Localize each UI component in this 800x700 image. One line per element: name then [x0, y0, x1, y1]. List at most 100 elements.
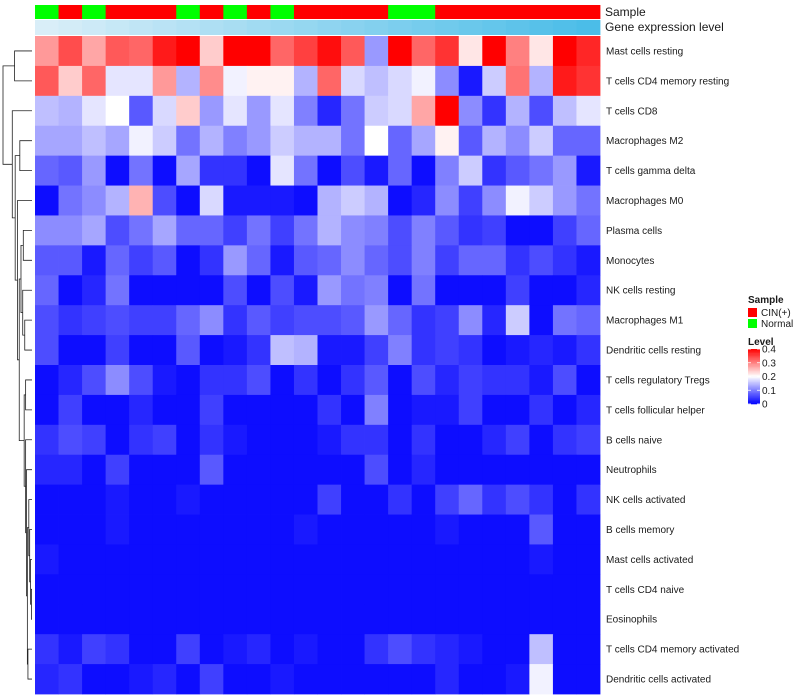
heatmap-cell-t-cells-cd4-memory-resting-10 — [246, 65, 271, 97]
heatmap-cell-mast-cells-resting-23 — [552, 36, 577, 67]
heatmap-cell-macrophages-m0-11 — [270, 185, 295, 216]
sample-track-cell-21 — [505, 5, 530, 19]
heatmap-cell-nk-cells-resting-3 — [82, 275, 107, 306]
heatmap-cell-t-cells-cd4-memory-resting-1 — [35, 65, 59, 97]
heatmap-cell-dendritic-cells-resting-11 — [270, 335, 295, 366]
heatmap-cell-t-cells-cd4-memory-activated-2 — [58, 634, 83, 665]
heatmap-cell-t-cells-follicular-helper-13 — [317, 394, 342, 426]
heatmap-cell-neutrophils-11 — [270, 454, 295, 486]
heatmap-cell-t-cells-gamma-delta-9 — [223, 155, 248, 186]
heatmap-cell-monocytes-14 — [341, 245, 365, 276]
heatmap-cell-t-cells-cd8-5 — [129, 95, 154, 127]
heatmap-cell-mast-cells-activated-1 — [35, 544, 59, 575]
heatmap-cell-mast-cells-activated-11 — [270, 544, 295, 575]
heatmap-cell-t-cells-cd4-naive-13 — [317, 574, 342, 605]
heatmap-cell-eosinophils-11 — [270, 604, 295, 635]
heatmap-cell-mast-cells-resting-16 — [388, 36, 413, 67]
heatmap-cell-t-cells-follicular-helper-5 — [129, 394, 154, 426]
heatmap-cell-t-cells-cd4-memory-activated-19 — [458, 634, 483, 665]
heatmap-cell-t-cells-gamma-delta-10 — [246, 155, 271, 186]
expression-level-track-cell-22 — [529, 20, 554, 35]
heatmap-cell-b-cells-memory-13 — [317, 514, 342, 545]
legend-level-bar-step-20 — [748, 375, 760, 377]
heatmap-cell-nk-cells-resting-20 — [482, 275, 507, 306]
heatmap-cell-plasma-cells-22 — [529, 215, 554, 246]
row-label-dendritic-cells-activated: Dendritic cells activated — [606, 675, 711, 686]
heatmap-cell-t-cells-cd4-memory-resting-21 — [505, 65, 530, 97]
heatmap-cell-t-cells-cd4-memory-activated-17 — [411, 634, 436, 665]
expression-level-track-cell-9 — [223, 20, 248, 35]
heatmap-cell-t-cells-cd4-memory-resting-12 — [293, 65, 318, 97]
heatmap-cell-nk-cells-resting-14 — [341, 275, 365, 306]
heatmap-cell-t-cells-regulatory-tregs-21 — [505, 365, 530, 396]
heatmap-cell-t-cells-regulatory-tregs-22 — [529, 365, 554, 396]
heatmap-cell-monocytes-24 — [576, 245, 601, 276]
heatmap-cell-t-cells-gamma-delta-8 — [199, 155, 224, 186]
heatmap-cell-dendritic-cells-activated-3 — [82, 664, 107, 695]
heatmap-cell-t-cells-follicular-helper-9 — [223, 394, 248, 426]
heatmap-cell-nk-cells-resting-13 — [317, 275, 342, 306]
sample-track-cell-19 — [458, 5, 483, 19]
heatmap-cell-b-cells-naive-22 — [529, 424, 554, 456]
legend-level-tick-label-4: 0.1 — [762, 386, 776, 397]
sample-track-cell-12 — [293, 5, 318, 19]
heatmap-cell-macrophages-m2-9 — [223, 125, 248, 157]
heatmap-cell-macrophages-m0-3 — [82, 185, 107, 216]
heatmap-cell-nk-cells-resting-7 — [176, 275, 201, 306]
row-label-mast-cells-activated: Mast cells activated — [606, 555, 693, 566]
heatmap-cell-neutrophils-14 — [341, 454, 365, 486]
heatmap-cell-eosinophils-4 — [105, 604, 130, 635]
heatmap-cell-monocytes-1 — [35, 245, 59, 276]
heatmap-cell-macrophages-m1-6 — [152, 305, 177, 336]
legend-level-tick-label-2: 0.3 — [762, 358, 776, 369]
legend-level-bar-step-18 — [748, 372, 760, 375]
heatmap-cell-macrophages-m2-17 — [411, 125, 436, 157]
heatmap-cell-plasma-cells-4 — [105, 215, 130, 246]
legend-level-bar-step-15 — [748, 368, 760, 370]
heatmap-cell-t-cells-gamma-delta-5 — [129, 155, 154, 186]
heatmap-cell-t-cells-cd8-4 — [105, 95, 130, 127]
heatmap-cell-mast-cells-activated-14 — [341, 544, 365, 575]
heatmap-cell-nk-cells-activated-19 — [458, 484, 483, 515]
heatmap-cell-t-cells-follicular-helper-24 — [576, 394, 601, 426]
heatmap-cell-b-cells-naive-21 — [505, 424, 530, 456]
heatmap-cell-monocytes-13 — [317, 245, 342, 276]
heatmap-cell-macrophages-m2-7 — [176, 125, 201, 157]
heatmap-cell-nk-cells-activated-13 — [317, 484, 342, 515]
heatmap-cell-macrophages-m2-11 — [270, 125, 295, 157]
heatmap-cell-nk-cells-activated-9 — [223, 484, 248, 515]
heatmap-cell-b-cells-naive-2 — [58, 424, 83, 456]
legend-label-normal: Normal — [761, 319, 793, 330]
heatmap-cell-t-cells-cd4-memory-activated-9 — [223, 634, 248, 665]
heatmap-cell-dendritic-cells-activated-23 — [552, 664, 577, 695]
heatmap-cell-b-cells-memory-24 — [576, 514, 601, 545]
heatmap-cell-t-cells-gamma-delta-1 — [35, 155, 59, 186]
heatmap-cell-t-cells-follicular-helper-22 — [529, 394, 554, 426]
dendrogram-branch-11 — [24, 319, 32, 351]
heatmap-cell-t-cells-regulatory-tregs-11 — [270, 365, 295, 396]
heatmap-cell-nk-cells-resting-6 — [152, 275, 177, 306]
heatmap-cell-t-cells-regulatory-tregs-14 — [341, 365, 365, 396]
heatmap-cell-plasma-cells-15 — [364, 215, 389, 246]
heatmap-cell-monocytes-5 — [129, 245, 154, 276]
heatmap-cell-t-cells-cd4-memory-resting-7 — [176, 65, 201, 97]
heatmap-cell-plasma-cells-10 — [246, 215, 271, 246]
sample-track-cell-17 — [411, 5, 436, 19]
heatmap-cell-dendritic-cells-resting-6 — [152, 335, 177, 366]
heatmap-cell-t-cells-cd4-memory-activated-4 — [105, 634, 130, 665]
heatmap-cell-dendritic-cells-resting-10 — [246, 335, 271, 366]
heatmap-cell-t-cells-cd8-7 — [176, 95, 201, 127]
heatmap-cell-plasma-cells-9 — [223, 215, 248, 246]
heatmap-cell-dendritic-cells-activated-8 — [199, 664, 224, 695]
heatmap-cell-macrophages-m0-18 — [435, 185, 460, 216]
heatmap-cell-t-cells-gamma-delta-11 — [270, 155, 295, 186]
heatmap-cell-nk-cells-resting-1 — [35, 275, 59, 306]
heatmap-cell-nk-cells-activated-10 — [246, 484, 271, 515]
heatmap-cell-t-cells-gamma-delta-3 — [82, 155, 107, 186]
expression-level-track-cell-6 — [152, 20, 177, 35]
heatmap-cell-t-cells-cd4-memory-activated-7 — [176, 634, 201, 665]
heatmap-cell-macrophages-m0-22 — [529, 185, 554, 216]
heatmap-cell-t-cells-cd4-memory-activated-8 — [199, 634, 224, 665]
heatmap-cell-neutrophils-20 — [482, 454, 507, 486]
dendrogram-branch-9 — [25, 379, 32, 411]
